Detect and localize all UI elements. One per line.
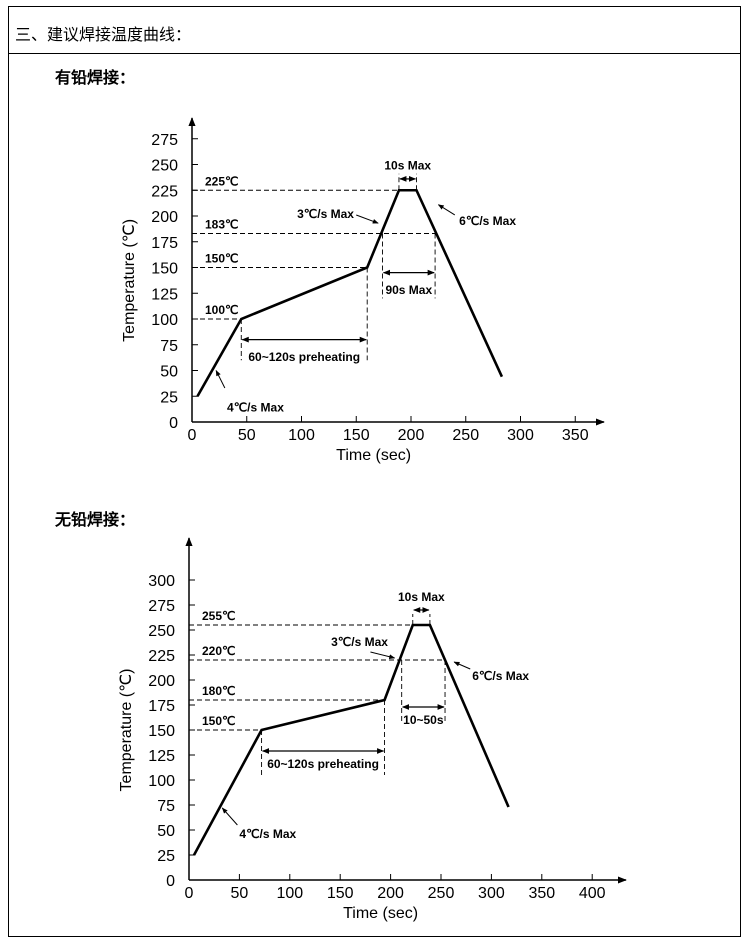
- x-axis-title: Time (sec): [336, 447, 411, 464]
- y-tick-label: 175: [151, 235, 178, 252]
- y-tick-label: 50: [160, 364, 178, 381]
- x-tick-label: 100: [288, 427, 315, 444]
- y-tick-label: 200: [148, 673, 175, 690]
- x-tick-label: 0: [188, 427, 197, 444]
- y-tick-label: 125: [148, 748, 175, 765]
- leadfree-title: 无铅焊接：: [55, 510, 136, 529]
- slope-note: 6℃/s Max: [472, 669, 529, 683]
- y-tick-label: 200: [151, 209, 178, 226]
- y-tick-label: 175: [148, 698, 175, 715]
- slope-note: 3℃/s Max: [297, 207, 354, 221]
- span-label: 90s Max: [385, 283, 432, 297]
- span-label: 10s Max: [398, 590, 445, 604]
- content-table: 三、建议焊接温度曲线：: [8, 6, 741, 937]
- y-tick-label: 25: [157, 848, 175, 865]
- y-axis-title: Temperature (℃): [118, 669, 135, 792]
- y-tick-label: 25: [160, 389, 178, 406]
- x-tick-label: 300: [507, 427, 534, 444]
- reference-label: 225℃: [205, 174, 239, 188]
- x-tick-label: 350: [528, 885, 555, 902]
- leaded-title: 有铅焊接：: [55, 68, 136, 87]
- profile-line: [192, 623, 510, 856]
- x-tick-label: 50: [231, 885, 249, 902]
- y-tick-label: 75: [160, 338, 178, 355]
- x-axis-title: Time (sec): [343, 905, 418, 922]
- reference-label: 220℃: [202, 644, 236, 658]
- x-tick-label: 50: [238, 427, 256, 444]
- reference-label: 183℃: [205, 218, 239, 232]
- reference-label: 255℃: [202, 609, 236, 623]
- slope-arrow: [370, 651, 396, 660]
- reference-label: 180℃: [202, 684, 236, 698]
- span-label: 10~50s: [403, 713, 444, 727]
- y-tick-label: 275: [151, 132, 178, 149]
- y-axis-title: Temperature (℃): [121, 219, 138, 342]
- y-tick-label: 300: [148, 573, 175, 590]
- x-tick-label: 400: [579, 885, 606, 902]
- span-label: 60~120s preheating: [248, 350, 360, 364]
- slope-note: 4℃/s Max: [239, 827, 296, 841]
- x-tick-label: 0: [185, 885, 194, 902]
- y-tick-label: 250: [151, 158, 178, 175]
- y-tick-label: 150: [151, 261, 178, 278]
- slope-arrow: [437, 204, 456, 216]
- y-tick-label: 75: [157, 798, 175, 815]
- span-label: 60~120s preheating: [267, 757, 379, 771]
- y-tick-label: 100: [151, 312, 178, 329]
- x-tick-label: 150: [327, 885, 354, 902]
- x-tick-label: 250: [452, 427, 479, 444]
- x-tick-label: 300: [478, 885, 505, 902]
- slope-note: 6℃/s Max: [459, 214, 516, 228]
- y-tick-label: 100: [148, 773, 175, 790]
- y-tick-label: 225: [148, 648, 175, 665]
- y-tick-label: 225: [151, 183, 178, 200]
- y-tick-label: 275: [148, 598, 175, 615]
- x-tick-label: 100: [276, 885, 303, 902]
- slope-arrow: [221, 807, 238, 826]
- slope-arrow: [356, 214, 379, 224]
- x-tick-label: 200: [398, 427, 425, 444]
- slope-arrow: [453, 661, 471, 670]
- y-tick-label: 50: [157, 823, 175, 840]
- section-header: 三、建议焊接温度曲线：: [9, 7, 740, 54]
- y-tick-label: 150: [148, 723, 175, 740]
- y-tick-label: 250: [148, 623, 175, 640]
- y-tick-label: 0: [169, 415, 178, 432]
- x-tick-label: 200: [377, 885, 404, 902]
- span-label: 10s Max: [384, 159, 431, 173]
- x-tick-label: 350: [562, 427, 589, 444]
- reference-label: 150℃: [202, 714, 236, 728]
- slope-arrow: [215, 369, 226, 389]
- section-title: 三、建议焊接温度曲线：: [15, 25, 192, 44]
- y-tick-label: 0: [166, 873, 175, 890]
- reference-label: 150℃: [205, 252, 239, 266]
- x-tick-label: 250: [428, 885, 455, 902]
- profile-line: [196, 188, 504, 397]
- slope-note: 3℃/s Max: [331, 635, 388, 649]
- reference-label: 100℃: [205, 303, 239, 317]
- slope-note: 4℃/s Max: [227, 401, 284, 415]
- x-tick-label: 150: [343, 427, 370, 444]
- y-tick-label: 125: [151, 286, 178, 303]
